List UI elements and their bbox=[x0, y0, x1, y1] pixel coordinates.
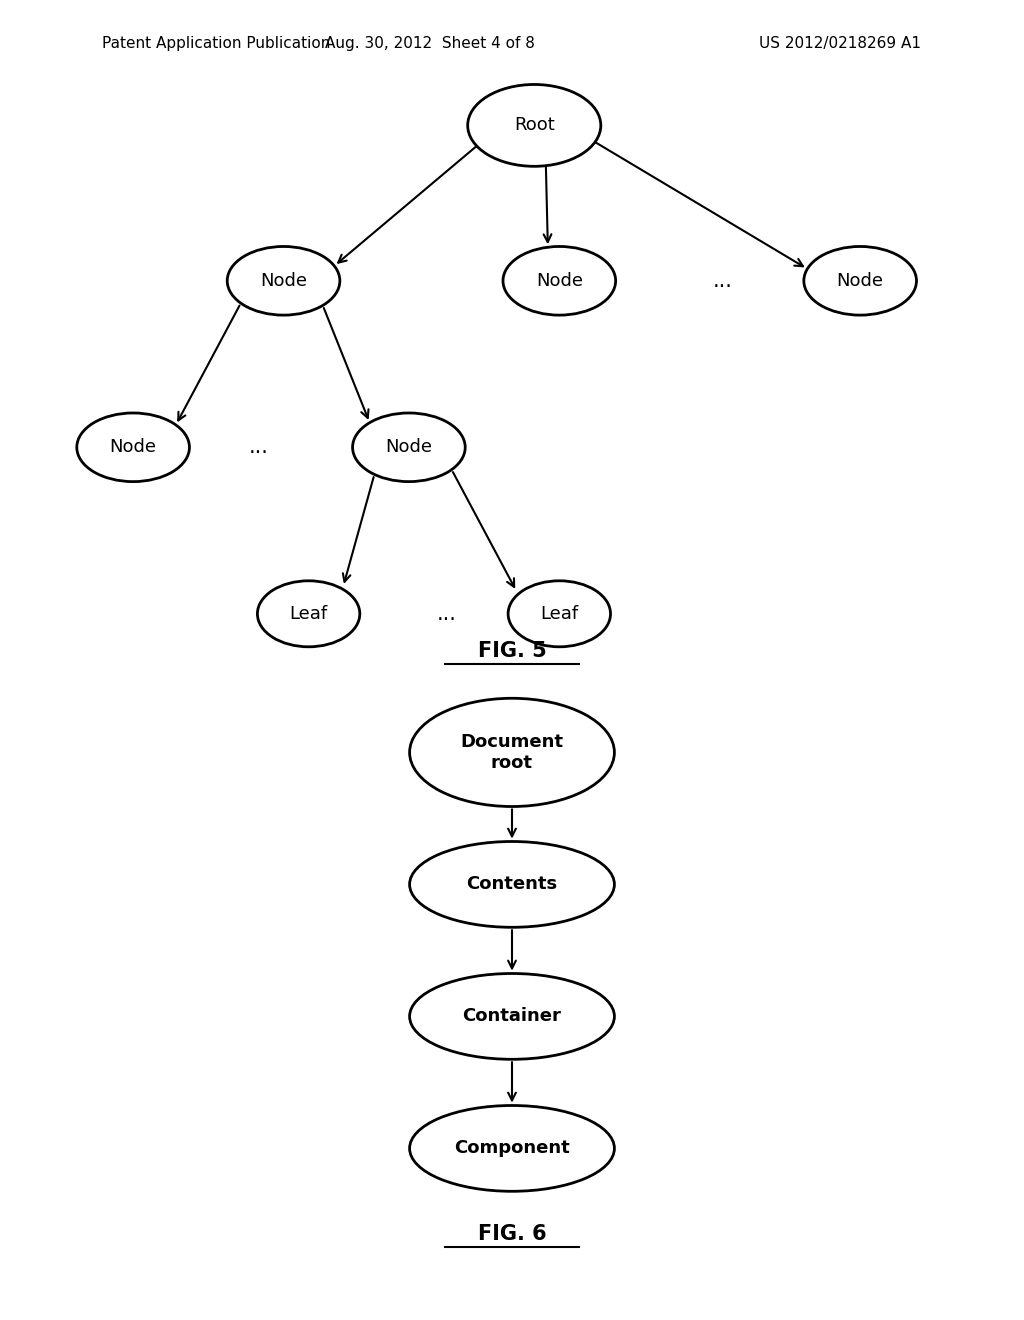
Text: FIG. 6: FIG. 6 bbox=[477, 1224, 547, 1245]
Text: Node: Node bbox=[837, 272, 884, 290]
Text: Contents: Contents bbox=[467, 875, 557, 894]
Text: Document
root: Document root bbox=[461, 733, 563, 772]
Text: Root: Root bbox=[514, 116, 555, 135]
Ellipse shape bbox=[77, 413, 189, 482]
Ellipse shape bbox=[410, 1106, 614, 1191]
Ellipse shape bbox=[410, 974, 614, 1059]
Text: Leaf: Leaf bbox=[290, 605, 328, 623]
Text: Node: Node bbox=[536, 272, 583, 290]
Ellipse shape bbox=[468, 84, 601, 166]
Text: Node: Node bbox=[385, 438, 432, 457]
Text: Node: Node bbox=[260, 272, 307, 290]
Text: Leaf: Leaf bbox=[541, 605, 579, 623]
Text: Aug. 30, 2012  Sheet 4 of 8: Aug. 30, 2012 Sheet 4 of 8 bbox=[326, 36, 535, 51]
Ellipse shape bbox=[352, 413, 465, 482]
Text: Container: Container bbox=[463, 1007, 561, 1026]
Ellipse shape bbox=[804, 247, 916, 315]
Ellipse shape bbox=[410, 842, 614, 927]
Text: ...: ... bbox=[713, 271, 732, 290]
Text: US 2012/0218269 A1: US 2012/0218269 A1 bbox=[759, 36, 921, 51]
Ellipse shape bbox=[508, 581, 610, 647]
Ellipse shape bbox=[503, 247, 615, 315]
Text: Component: Component bbox=[454, 1139, 570, 1158]
Ellipse shape bbox=[227, 247, 340, 315]
Text: Patent Application Publication: Patent Application Publication bbox=[102, 36, 331, 51]
Text: ...: ... bbox=[249, 437, 268, 457]
Text: FIG. 5: FIG. 5 bbox=[477, 640, 547, 661]
Text: ...: ... bbox=[436, 603, 457, 624]
Text: Node: Node bbox=[110, 438, 157, 457]
Ellipse shape bbox=[257, 581, 359, 647]
Ellipse shape bbox=[410, 698, 614, 807]
